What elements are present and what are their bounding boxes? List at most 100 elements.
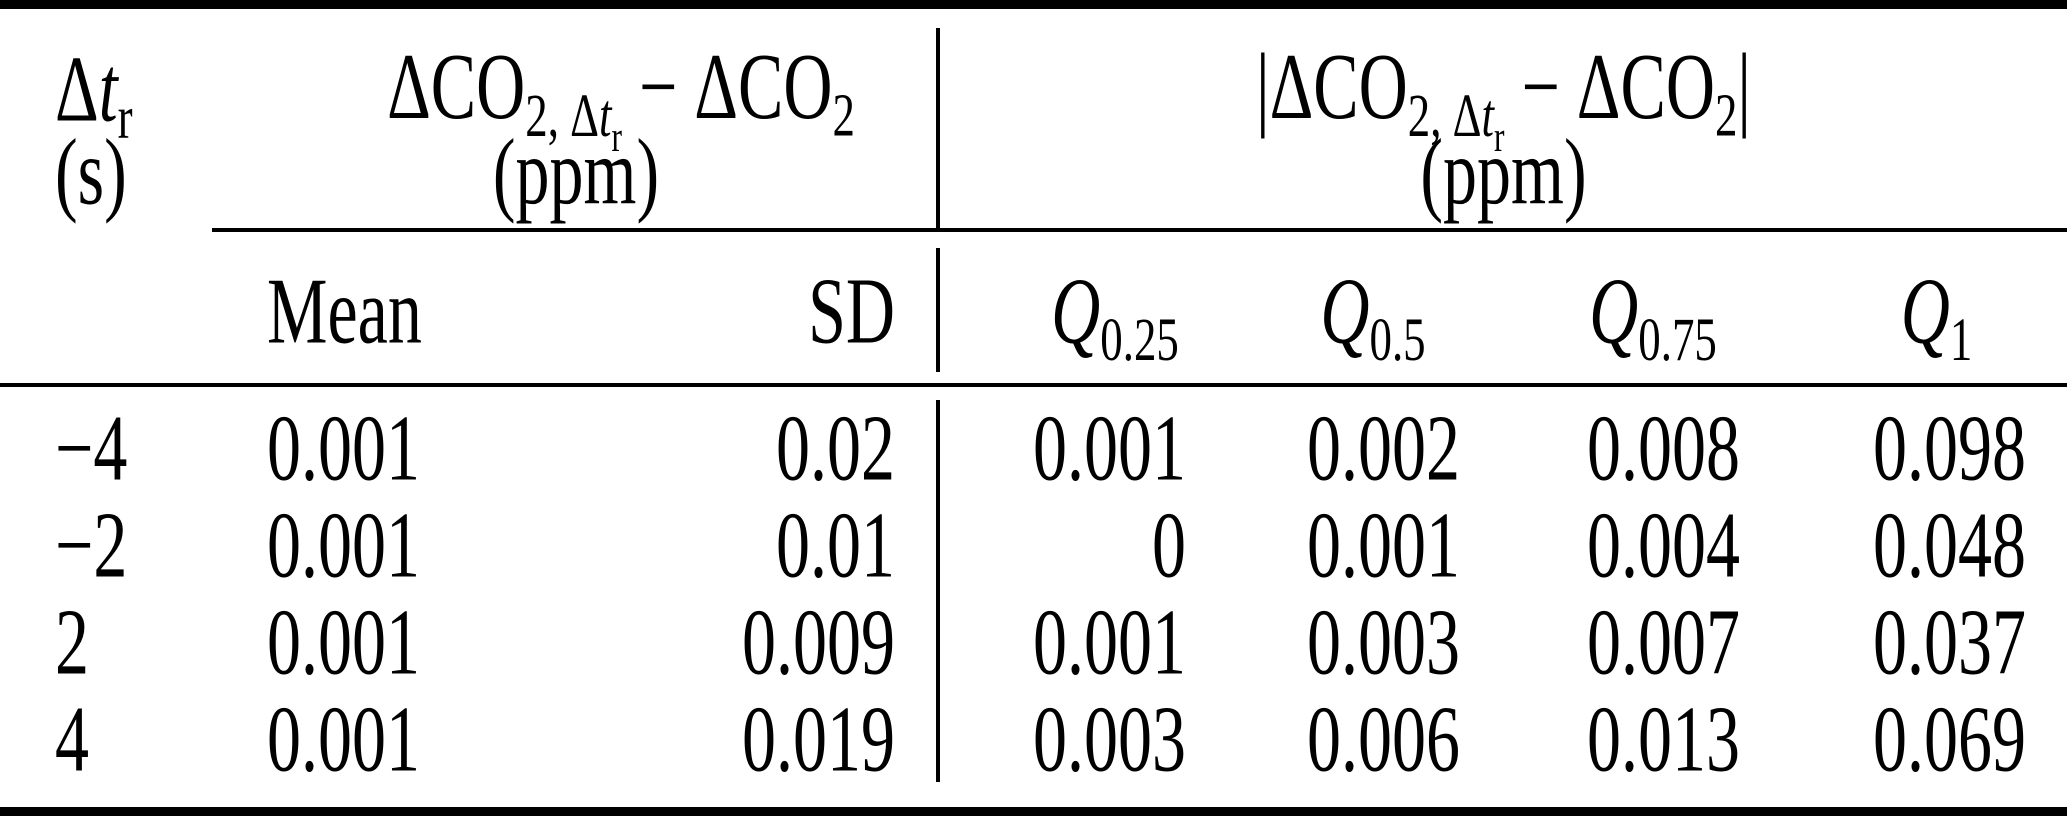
- table-row-1-dt: −4: [0, 400, 212, 497]
- difference-formula: ΔCO2, Δtr − ΔCO2: [387, 39, 855, 157]
- table-row-2-dt: −2: [0, 497, 212, 594]
- formula-subscript: 2, Δtr: [1408, 80, 1505, 158]
- table-row-1-q05: 0.002: [1220, 400, 1490, 497]
- formula-post: |: [1737, 33, 1752, 139]
- header-row-statistics: Mean SD Q0.25 Q0.5 Q0.75 Q1: [0, 262, 2067, 370]
- q1-value: 0.048: [1873, 491, 2026, 597]
- table-body: −4 0.001 0.02 0.001 0.002 0.008 0.098 −2…: [0, 400, 2067, 788]
- q1-value: 0.098: [1873, 394, 2026, 500]
- q025-value: 0: [1152, 491, 1186, 597]
- absolute-difference-unit-cell: (ppm): [940, 125, 2067, 219]
- column-divider-header-segment: [936, 28, 940, 230]
- table-row-3-sd: 0.009: [620, 594, 940, 691]
- dt-value: −4: [55, 394, 128, 500]
- dt-symbol: Δtr: [55, 41, 133, 147]
- q05-value: 0.003: [1307, 588, 1460, 694]
- formula-mid: − ΔCO: [1504, 33, 1715, 139]
- formula-sub-end: 2: [1714, 80, 1738, 150]
- sd-value: 0.01: [776, 491, 895, 597]
- q075-value: 0.004: [1587, 491, 1740, 597]
- sd-header: SD: [808, 258, 895, 364]
- dt-unit: (s): [55, 119, 127, 225]
- q1-header-cell: Q1: [1770, 262, 2067, 370]
- q1-header: Q1: [1901, 264, 1973, 370]
- table-row-4-q025: 0.003: [940, 691, 1220, 788]
- table-row-3-q05: 0.003: [1220, 594, 1490, 691]
- formula-sub-t: t: [1481, 80, 1494, 150]
- mean-header-cell: Mean: [212, 262, 620, 362]
- table-row-4-mean: 0.001: [212, 691, 620, 788]
- dt-column-header: Δtr: [0, 41, 212, 147]
- sd-header-cell: SD: [620, 262, 940, 362]
- q025-value: 0.001: [1033, 394, 1186, 500]
- q-subscript: 0.5: [1369, 304, 1426, 374]
- table-row-4-q1: 0.069: [1770, 691, 2067, 788]
- table-row-1-sd: 0.02: [620, 400, 940, 497]
- table-row-2-q075: 0.004: [1490, 497, 1770, 594]
- table-row-3-dt: 2: [0, 594, 212, 691]
- q05-value: 0.006: [1307, 685, 1460, 791]
- formula-sub-sub-r: r: [611, 111, 622, 161]
- dt-value: −2: [55, 491, 128, 597]
- table-row-2-q05: 0.001: [1220, 497, 1490, 594]
- q05-value: 0.001: [1307, 491, 1460, 597]
- bottom-rule: [0, 807, 2067, 816]
- table-row-3-q025: 0.001: [940, 594, 1220, 691]
- top-rule: [0, 0, 2067, 9]
- q-symbol: Q: [1900, 258, 1950, 364]
- header-group-midrule: [212, 228, 2067, 232]
- formula-pre: ΔCO: [387, 33, 526, 139]
- table-row-4-dt: 4: [0, 691, 212, 788]
- sd-value: 0.02: [776, 394, 895, 500]
- q075-header-cell: Q0.75: [1490, 262, 1770, 370]
- formula-sub-t: t: [599, 80, 612, 150]
- difference-unit-cell: (ppm): [212, 125, 940, 219]
- t-symbol: t: [98, 35, 118, 141]
- formula-subscript: 2, Δtr: [525, 80, 622, 158]
- dt-unit-cell: (s): [0, 125, 212, 219]
- absolute-difference-unit: (ppm): [1420, 119, 1587, 225]
- q-symbol: Q: [1589, 258, 1639, 364]
- table-row-4-sd: 0.019: [620, 691, 940, 788]
- header-row-groups: Δtr ΔCO2, Δtr − ΔCO2 |ΔCO2, Δtr − ΔCO2|: [0, 39, 2067, 157]
- table-row-2-q025: 0: [940, 497, 1220, 594]
- r-subscript: r: [117, 82, 133, 152]
- mean-value: 0.001: [267, 394, 420, 500]
- sd-value: 0.019: [742, 685, 895, 791]
- table-row-3-q075: 0.007: [1490, 594, 1770, 691]
- mean-value: 0.001: [267, 491, 420, 597]
- q075-header: Q0.75: [1589, 264, 1717, 370]
- column-divider-subheader-segment: [936, 248, 940, 372]
- formula-sub-end: 2: [832, 80, 855, 150]
- q025-header-cell: Q0.25: [940, 262, 1220, 370]
- table-row-4-q05: 0.006: [1220, 691, 1490, 788]
- q025-header: Q0.25: [1051, 264, 1179, 370]
- q1-value: 0.069: [1873, 685, 2026, 791]
- q-subscript: 1: [1949, 304, 1973, 374]
- q075-value: 0.013: [1587, 685, 1740, 791]
- dt-value: 4: [55, 685, 89, 791]
- q075-value: 0.007: [1587, 588, 1740, 694]
- formula-sub-sub-r: r: [1493, 111, 1505, 161]
- table-row-1-q075: 0.008: [1490, 400, 1770, 497]
- q-subscript: 0.75: [1638, 304, 1717, 374]
- delta-symbol: Δ: [55, 35, 99, 141]
- q-subscript: 0.25: [1100, 304, 1179, 374]
- absolute-difference-formula: |ΔCO2, Δtr − ΔCO2|: [1256, 39, 1751, 157]
- table-row-4-q075: 0.013: [1490, 691, 1770, 788]
- formula-mid: − ΔCO: [621, 33, 833, 139]
- table-row-1-q1: 0.098: [1770, 400, 2067, 497]
- table-row-3-q1: 0.037: [1770, 594, 2067, 691]
- empty-header-cell: [0, 262, 212, 362]
- dt-value: 2: [55, 588, 89, 694]
- formula-sub-main: 2, Δ: [525, 80, 599, 150]
- header-body-rule: [0, 383, 2067, 387]
- group-header-difference: ΔCO2, Δtr − ΔCO2: [212, 39, 940, 157]
- q075-value: 0.008: [1587, 394, 1740, 500]
- q025-value: 0.003: [1033, 685, 1186, 791]
- column-divider-body-segment: [936, 400, 940, 782]
- q05-header-cell: Q0.5: [1220, 262, 1490, 370]
- q05-value: 0.002: [1307, 394, 1460, 500]
- header-row-units: (s) (ppm) (ppm): [0, 125, 2067, 219]
- table-row-2-mean: 0.001: [212, 497, 620, 594]
